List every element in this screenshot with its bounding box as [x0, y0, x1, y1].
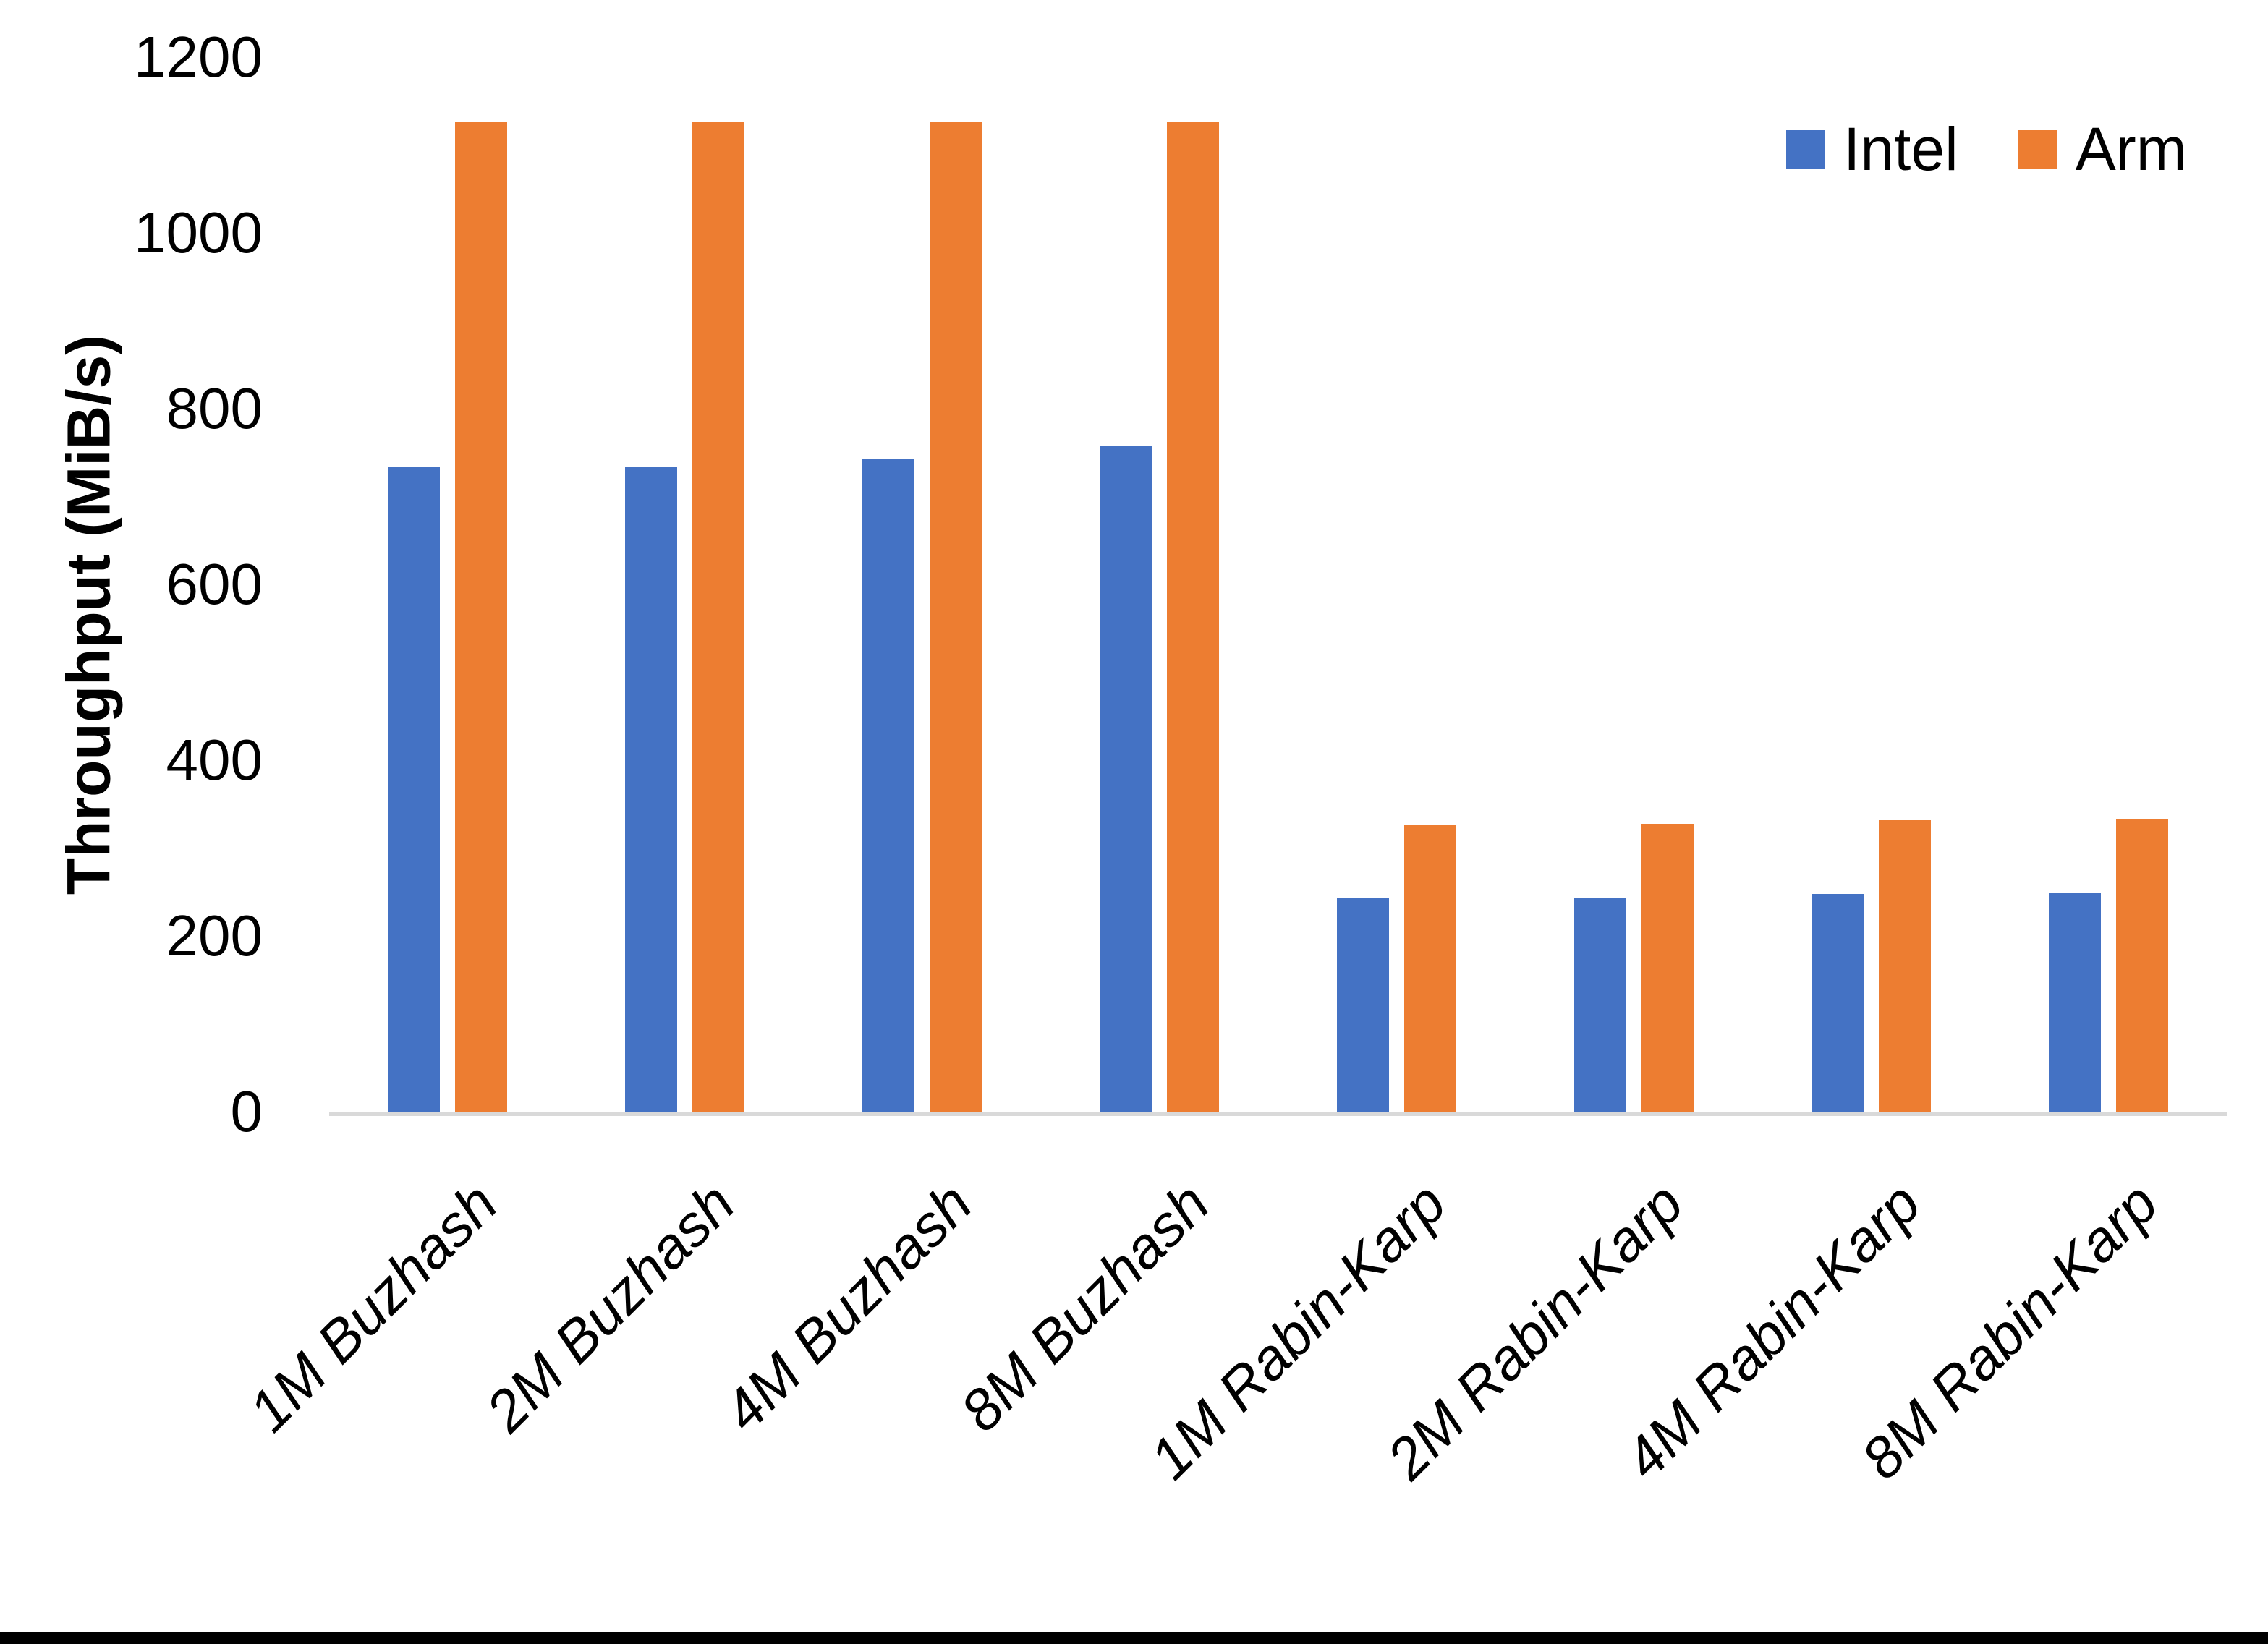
y-tick-label: 0	[230, 1078, 263, 1143]
bar-arm-2	[692, 122, 745, 1114]
bar-arm-1	[455, 122, 508, 1114]
legend: Intel Arm	[1786, 119, 2187, 179]
legend-label-intel: Intel	[1843, 115, 1958, 183]
legend-item-arm: Arm	[2018, 119, 2187, 179]
x-category-label: 4M Buzhash	[710, 1170, 985, 1444]
x-category-label: 8M Buzhash	[948, 1170, 1221, 1444]
bar-intel-5	[1336, 898, 1389, 1114]
y-tick-label: 600	[166, 551, 263, 616]
y-tick-label: 800	[166, 375, 263, 440]
y-tick-label: 400	[166, 727, 263, 792]
y-tick-label: 1000	[134, 200, 263, 265]
legend-swatch-intel	[1786, 129, 1825, 169]
legend-label-arm: Arm	[2075, 115, 2187, 183]
bar-arm-7	[1878, 820, 1931, 1114]
bar-arm-6	[1641, 824, 1694, 1114]
bottom-border-bar	[0, 1632, 2268, 1644]
bar-arm-3	[930, 122, 982, 1114]
legend-item-intel: Intel	[1786, 119, 1958, 179]
x-category-label: 2M Buzhash	[473, 1170, 747, 1444]
legend-swatch-arm	[2018, 129, 2057, 169]
x-category-label: 1M Buzhash	[236, 1170, 510, 1444]
bar-intel-1	[388, 466, 441, 1114]
bar-intel-4	[1100, 446, 1152, 1114]
y-tick-label: 1200	[134, 24, 263, 89]
bar-intel-6	[1573, 898, 1626, 1114]
bar-intel-3	[862, 458, 915, 1114]
bar-arm-5	[1403, 825, 1456, 1114]
bar-intel-2	[625, 466, 678, 1114]
bar-intel-7	[1811, 894, 1864, 1114]
bar-intel-8	[2048, 893, 2101, 1114]
x-axis-line	[329, 1112, 2227, 1116]
bar-arm-4	[1167, 122, 1220, 1114]
bar-arm-8	[2115, 818, 2168, 1114]
y-tick-label: 200	[166, 903, 263, 968]
